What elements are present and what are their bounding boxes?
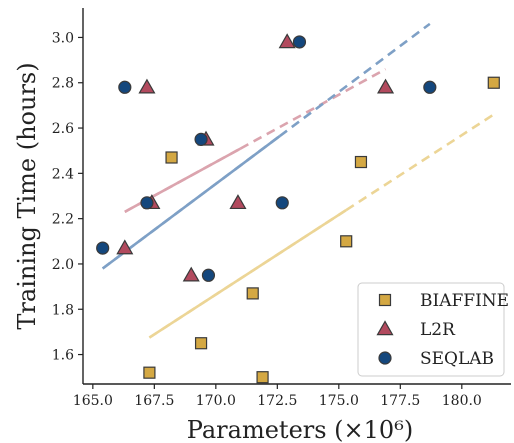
x-tick-label: 167.5 xyxy=(134,393,174,409)
seqlab-point xyxy=(96,241,110,255)
biaffine-trend-line-solid xyxy=(148,208,347,339)
y-tick-label: 1.8 xyxy=(52,302,74,318)
biaffine-legend-marker xyxy=(378,293,392,307)
l2r-point xyxy=(138,78,156,94)
biaffine-point xyxy=(194,337,208,350)
fit-lines xyxy=(101,22,495,339)
biaffine-point xyxy=(143,366,156,379)
seqlab-point xyxy=(201,268,216,282)
seqlab-trend-line-dashed xyxy=(279,22,431,138)
l2r-legend-label: L2R xyxy=(420,320,456,340)
l2r-point xyxy=(377,78,395,94)
biaffine-point xyxy=(165,151,178,164)
x-tick-label: 180.0 xyxy=(442,393,482,409)
y-ticks: 1.6 1.8 2.0 2.2 2.4 2.6 2.8 3.0 xyxy=(52,30,83,364)
y-tick-label: 2.2 xyxy=(52,212,74,228)
seqlab-point xyxy=(275,196,289,210)
biaffine-legend-label: BIAFFINE xyxy=(420,291,509,311)
biaffine-point xyxy=(487,76,500,89)
seqlab-trend-line-solid xyxy=(101,135,281,270)
seqlab-point xyxy=(118,80,132,94)
x-axis-label: Parameters (×10⁶) xyxy=(187,416,413,443)
legend: BIAFFINE L2R SEQLAB xyxy=(357,282,509,377)
x-tick-label: 177.5 xyxy=(380,393,420,409)
seqlab-point xyxy=(194,132,208,146)
biaffine-point xyxy=(246,287,259,300)
seqlab-point xyxy=(423,80,437,94)
data-markers xyxy=(96,33,500,384)
biaffine-trend-line-dashed xyxy=(345,113,495,212)
l2r-point xyxy=(182,266,200,282)
y-tick-label: 3.0 xyxy=(52,30,74,46)
x-tick-label: 175.0 xyxy=(319,393,359,409)
x-ticks: 165.0 167.5 170.0 172.5 175.0 177.5 180.0 xyxy=(73,384,482,409)
l2r-point xyxy=(229,194,247,210)
biaffine-point xyxy=(340,235,353,248)
legend-box xyxy=(357,282,505,377)
y-tick-label: 2.0 xyxy=(52,257,74,273)
x-tick-label: 170.0 xyxy=(196,393,236,409)
seqlab-legend-marker xyxy=(378,351,392,365)
y-axis-label: Training Time (hours) xyxy=(13,62,41,329)
biaffine-point xyxy=(256,371,269,384)
l2r-trend-line-dashed xyxy=(239,68,387,150)
y-tick-label: 2.8 xyxy=(52,76,74,92)
seqlab-point xyxy=(140,196,154,210)
biaffine-point xyxy=(354,155,368,169)
seqlab-point xyxy=(292,35,307,49)
x-tick-label: 165.0 xyxy=(73,393,113,409)
seqlab-legend-label: SEQLAB xyxy=(420,349,494,369)
l2r-point xyxy=(278,33,296,49)
y-tick-label: 1.6 xyxy=(52,348,74,364)
y-tick-label: 2.6 xyxy=(52,121,74,137)
l2r-legend-marker xyxy=(376,320,394,336)
y-tick-label: 2.4 xyxy=(52,166,74,182)
l2r-point xyxy=(116,239,134,255)
x-tick-label: 172.5 xyxy=(257,393,297,409)
